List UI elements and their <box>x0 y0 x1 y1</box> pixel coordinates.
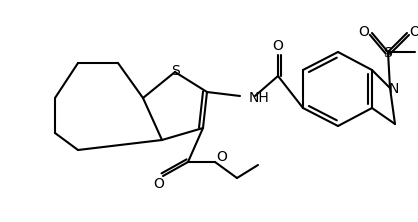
Text: N: N <box>389 82 399 96</box>
Text: NH: NH <box>249 91 270 105</box>
Text: O: O <box>217 150 227 164</box>
Text: O: O <box>359 25 370 39</box>
Text: O: O <box>153 177 164 191</box>
Text: S: S <box>384 46 393 60</box>
Text: O: O <box>273 39 283 53</box>
Text: O: O <box>410 25 418 39</box>
Text: S: S <box>171 64 179 78</box>
